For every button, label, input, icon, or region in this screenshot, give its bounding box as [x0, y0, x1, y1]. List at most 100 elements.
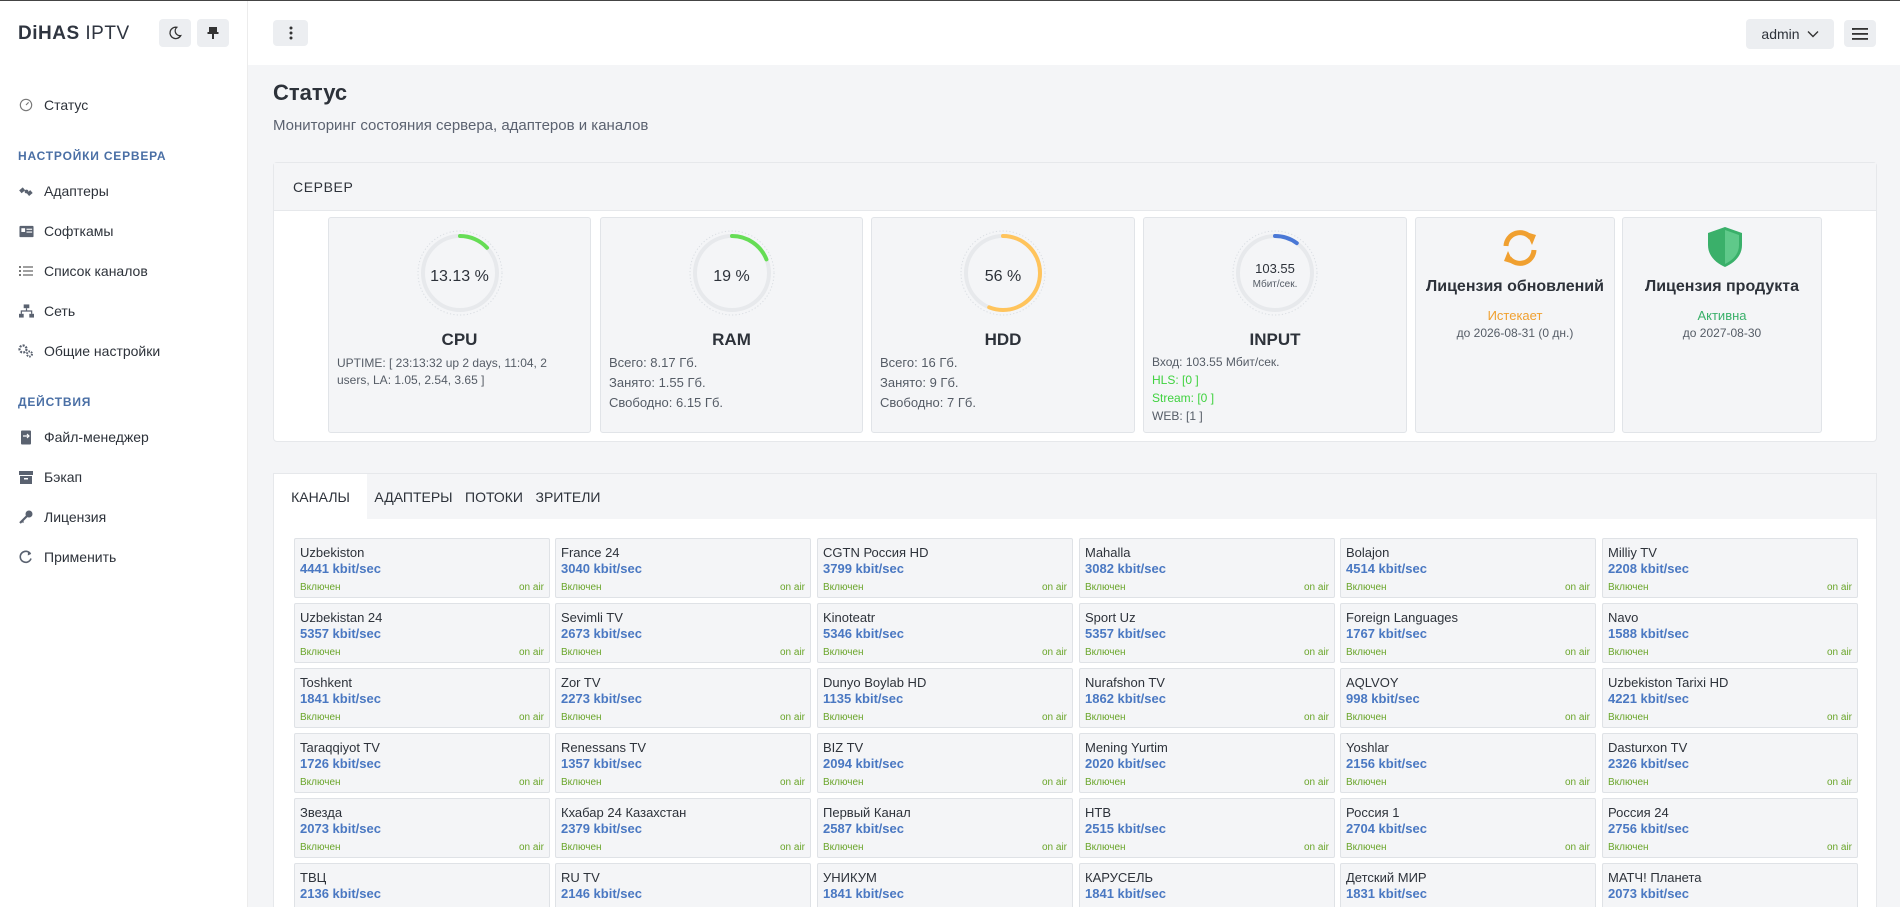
channel-card[interactable]: CGTN Россия HD 3799 kbit/sec Включен on air [817, 538, 1073, 598]
channel-card[interactable]: Yoshlar 2156 kbit/sec Включен on air [1340, 733, 1596, 793]
theme-toggle-button[interactable] [159, 19, 191, 47]
key-icon [18, 509, 34, 525]
channel-name: RU TV [561, 870, 600, 885]
channel-card[interactable]: Uzbekiston 4441 kbit/sec Включен on air [294, 538, 550, 598]
channel-name: Россия 24 [1608, 805, 1669, 820]
toggle-panel-button[interactable] [1844, 20, 1876, 47]
channel-card[interactable]: France 24 3040 kbit/sec Включен on air [555, 538, 811, 598]
channel-card[interactable]: Россия 24 2756 kbit/sec Включен on air [1602, 798, 1858, 858]
channel-card[interactable]: НТВ 2515 kbit/sec Включен on air [1079, 798, 1335, 858]
channel-card[interactable]: Zor TV 2273 kbit/sec Включен on air [555, 668, 811, 728]
channel-card[interactable]: Toshkent 1841 kbit/sec Включен on air [294, 668, 550, 728]
channel-bitrate: 3040 kbit/sec [561, 561, 642, 576]
channel-name: Россия 1 [1346, 805, 1400, 820]
channel-card[interactable]: Sport Uz 5357 kbit/sec Включен on air [1079, 603, 1335, 663]
channel-card[interactable]: Bolajon 4514 kbit/sec Включен on air [1340, 538, 1596, 598]
channel-card[interactable]: Dunyo Boylab HD 1135 kbit/sec Включен on ai… [817, 668, 1073, 728]
channel-on-air: on air [1826, 842, 1852, 853]
channel-state: Включен [823, 647, 864, 658]
channel-card[interactable]: Navo 1588 kbit/sec Включен on air [1602, 603, 1858, 663]
channel-name: Renessans TV [561, 740, 647, 755]
sidebar-item-adapters[interactable]: Адаптеры [18, 180, 109, 202]
sidebar-item-file-manager[interactable]: Файл-менеджер [18, 426, 149, 448]
archive-icon [18, 469, 34, 485]
channel-bitrate: 5357 kbit/sec [1085, 626, 1166, 641]
channel-card[interactable]: AQLVOY 998 kbit/sec Включен on air [1340, 668, 1596, 728]
channel-card[interactable]: Kinoteatr 5346 kbit/sec Включен on air [817, 603, 1073, 663]
ram-metric: 19 % RAM Всего: 8.17 Гб. Занято: 1.55 Гб… [600, 217, 863, 433]
page-subtitle: Мониторинг состояния сервера, адаптеров … [273, 117, 649, 134]
channel-card[interactable]: Milliy TV 2208 kbit/sec Включен on air [1602, 538, 1858, 598]
channel-state: Включен [823, 842, 864, 853]
sidebar-item-license[interactable]: Лицензия [18, 506, 106, 528]
channel-on-air: on air [779, 582, 805, 593]
channel-card[interactable]: Uzbekiston Tarixi HD 4221 kbit/sec Включен… [1602, 668, 1858, 728]
channel-card[interactable]: BIZ TV 2094 kbit/sec Включен on air [817, 733, 1073, 793]
channel-name: Bolajon [1346, 545, 1390, 560]
sidebar-item-label: Софткамы [44, 223, 114, 239]
tab-viewers[interactable]: ЗРИТЕЛИ [535, 489, 601, 505]
channel-on-air: on air [1041, 712, 1067, 723]
tab-adapters[interactable]: АДАПТЕРЫ [374, 489, 453, 505]
channel-state: Включен [1608, 712, 1649, 723]
channel-card[interactable]: Foreign Languages 1767 kbit/sec Включен on … [1340, 603, 1596, 663]
channel-state: Включен [1608, 777, 1649, 788]
channel-card[interactable]: Taraqqiyot TV 1726 kbit/sec Включен on air [294, 733, 550, 793]
channel-name: Uzbekiston [300, 545, 365, 560]
input-line-in: Вход: 103.55 Мбит/сек. [1152, 355, 1280, 369]
sidebar-item-label: Бэкап [44, 469, 83, 485]
more-menu-button[interactable] [273, 20, 308, 46]
channel-card[interactable]: Mahalla 3082 kbit/sec Включен on air [1079, 538, 1335, 598]
channel-card[interactable]: Первый Канал 2587 kbit/sec Включен on air [817, 798, 1073, 858]
sidebar-item-apply[interactable]: Применить [18, 546, 116, 568]
channel-card[interactable]: Россия 1 2704 kbit/sec Включен on air [1340, 798, 1596, 858]
channel-card[interactable]: Uzbekistan 24 5357 kbit/sec Включен on air [294, 603, 550, 663]
channel-on-air: on air [1303, 777, 1329, 788]
sidebar-item-softcams[interactable]: Софткамы [18, 220, 113, 242]
pin-sidebar-button[interactable] [197, 19, 229, 47]
tab-streams[interactable]: ПОТОКИ [465, 489, 523, 505]
channel-card[interactable]: Sevimli TV 2673 kbit/sec Включен on air [555, 603, 811, 663]
hdd-used: Занято: 9 Гб. [880, 375, 959, 390]
channel-on-air: on air [1041, 582, 1067, 593]
channel-card[interactable]: Dasturxon TV 2326 kbit/sec Включен on air [1602, 733, 1858, 793]
cpu-label: CPU [441, 330, 478, 349]
sidebar-item-channels[interactable]: Список каналов [18, 260, 148, 282]
channel-bitrate: 2146 kbit/sec [561, 886, 642, 901]
channel-on-air: on air [1826, 582, 1852, 593]
channel-name: Yoshlar [1346, 740, 1389, 755]
channel-bitrate: 4441 kbit/sec [300, 561, 381, 576]
channel-on-air: on air [1564, 582, 1590, 593]
channel-card[interactable]: Кхабар 24 Казахстан 2379 kbit/sec Включен o… [555, 798, 811, 858]
channel-bitrate: 1841 kbit/sec [300, 691, 381, 706]
channel-card[interactable]: Mening Yurtim 2020 kbit/sec Включен on air [1079, 733, 1335, 793]
pin-icon [207, 27, 219, 39]
channel-card[interactable]: Renessans TV 1357 kbit/sec Включен on air [555, 733, 811, 793]
user-menu-button[interactable]: admin [1746, 19, 1834, 49]
channel-name: Zor TV [561, 675, 601, 690]
channel-name: Sevimli TV [561, 610, 623, 625]
sidebar-item-network[interactable]: Сеть [18, 300, 75, 322]
channel-state: Включен [1346, 647, 1387, 658]
sidebar-item-backup[interactable]: Бэкап [18, 466, 82, 488]
channel-state: Включен [823, 582, 864, 593]
channel-bitrate: 2673 kbit/sec [561, 626, 642, 641]
channel-state: Включен [1085, 712, 1126, 723]
hdd-label: HDD [984, 330, 1022, 349]
tab-channels[interactable]: КАНАЛЫ [274, 474, 367, 520]
file-transfer-icon [18, 429, 34, 445]
channel-bitrate: 1767 kbit/sec [1346, 626, 1427, 641]
channel-on-air: on air [518, 777, 544, 788]
channel-card[interactable]: Nurafshon TV 1862 kbit/sec Включен on air [1079, 668, 1335, 728]
sidebar-item-general-settings[interactable]: Общие настройки [18, 340, 160, 362]
input-label: INPUT [1249, 330, 1301, 349]
sidebar-item-status[interactable]: Статус [18, 94, 88, 116]
server-card-header: СЕРВЕР [274, 163, 1876, 211]
channel-card[interactable]: Звезда 2073 kbit/sec Включен on air [294, 798, 550, 858]
